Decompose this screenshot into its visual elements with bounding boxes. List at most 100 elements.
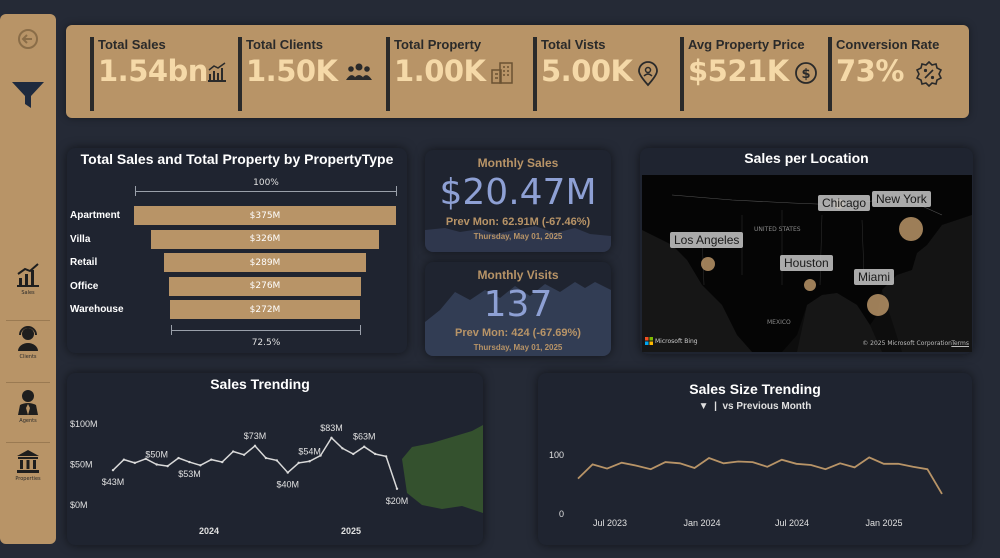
- sales-point: [144, 457, 147, 461]
- funnel-panel: Total Sales and Total Property by Proper…: [67, 148, 407, 353]
- sales-point: [122, 458, 126, 461]
- y-tick-label: $100M: [70, 419, 98, 429]
- funnel-row[interactable]: Retail $289M: [67, 253, 407, 274]
- sales-point: [155, 463, 158, 466]
- sales-point: [133, 461, 137, 465]
- nav-sales[interactable]: Sales: [0, 262, 56, 296]
- monthly-sales-date: Thursday, May 01, 2025: [473, 232, 563, 241]
- y-tick-label: 100: [549, 450, 564, 460]
- sales-point: [286, 471, 289, 474]
- kpi-value: 1.54bn: [98, 54, 208, 88]
- bubble-los-angeles[interactable]: [701, 257, 715, 271]
- sales-point: [363, 445, 366, 448]
- sales-point: [297, 461, 300, 465]
- map-title: Sales per Location: [744, 150, 869, 166]
- sales-point-label: $63M: [353, 432, 376, 442]
- funnel-bottom-pct: 72.5%: [251, 338, 281, 348]
- y-tick-label: $50M: [70, 460, 93, 470]
- funnel-category-label: Villa: [70, 233, 91, 245]
- kpi-conversion-rate: Conversion Rate 73%: [828, 37, 966, 111]
- funnel-row[interactable]: Villa $326M: [67, 229, 407, 251]
- sales-point: [177, 456, 180, 460]
- funnel-top-pct: 100%: [253, 178, 279, 188]
- x-tick-label: 2024: [199, 526, 219, 536]
- sales-point-label: $20M: [386, 496, 409, 506]
- sales-point: [221, 460, 224, 464]
- funnel-bar[interactable]: $326M: [151, 229, 379, 249]
- kpi-total-property: Total Property 1.00K: [386, 37, 530, 111]
- sales-point-label: $53M: [178, 469, 201, 479]
- nav-clients[interactable]: Clients: [0, 324, 56, 360]
- sales-point: [341, 447, 344, 450]
- sales-map[interactable]: Chicago New York Los Angeles Houston Mia…: [642, 175, 972, 352]
- kpi-value: 73%: [836, 54, 904, 88]
- monthly-visits-date: Thursday, May 01, 2025: [473, 343, 563, 352]
- filter-button[interactable]: [0, 80, 56, 110]
- nav-properties[interactable]: Properties: [0, 448, 56, 482]
- city-label-chicago: Chicago: [818, 195, 871, 211]
- city-label-houston: Houston: [780, 255, 833, 271]
- funnel-title: Total Sales and Total Property by Proper…: [80, 151, 394, 167]
- kpi-value: 1.00K: [394, 54, 486, 88]
- sales-point-label: $83M: [320, 423, 343, 433]
- bubble-houston[interactable]: [804, 279, 816, 291]
- size-line: [577, 456, 943, 495]
- nav-agents-label: Agents: [19, 418, 37, 424]
- funnel-bar[interactable]: $289M: [164, 253, 366, 272]
- bubble-miami[interactable]: [867, 294, 889, 316]
- kpi-label: Total Vists: [541, 37, 606, 52]
- chart-icon: [208, 62, 226, 82]
- funnel-category-label: Office: [70, 280, 99, 292]
- bing-credit: Microsoft Bing: [655, 337, 698, 345]
- x-tick-label: Jan 2025: [865, 518, 902, 528]
- map-country-us: UNITED STATES: [754, 226, 801, 233]
- sales-point: [384, 455, 388, 458]
- sales-point: [253, 444, 257, 448]
- sales-size-trending-panel: Sales Size Trending ▼ | vs Previous Mont…: [538, 373, 972, 545]
- y-tick-label: $0M: [70, 500, 88, 510]
- kpi-value: $521K: [688, 54, 789, 88]
- sales-point: [242, 453, 246, 456]
- monthly-visits-sparkline: [425, 282, 611, 356]
- sales-size-trending-chart: 100 0 Jul 2023 Jan 2024 Jul 2024 Jan 2025: [549, 450, 943, 528]
- nav-agents[interactable]: Agents: [0, 388, 56, 424]
- funnel-row[interactable]: Apartment $375M: [67, 206, 407, 227]
- map-country-mx: MEXICO: [767, 319, 791, 326]
- kpi-value: 5.00K: [541, 54, 633, 88]
- sidebar: Sales Clients Agents Properties: [0, 14, 56, 544]
- map-terms-link[interactable]: Terms: [951, 340, 969, 347]
- funnel-bottom-bracket: [171, 325, 361, 336]
- kpi-label: Conversion Rate: [836, 37, 940, 52]
- kpi-avg-property-price: Avg Property Price $521K $: [680, 37, 824, 111]
- back-button[interactable]: [0, 28, 56, 50]
- sales-point: [188, 460, 191, 464]
- city-label-miami: Miami: [854, 269, 894, 285]
- monthly-sales-value: $20.47M: [439, 172, 597, 213]
- sales-point: [319, 454, 322, 457]
- back-arrow-icon: [18, 29, 38, 49]
- sales-point-label: $73M: [244, 431, 267, 441]
- nav-properties-label: Properties: [15, 476, 41, 482]
- x-tick-label: Jan 2024: [683, 518, 720, 528]
- funnel-bar[interactable]: $272M: [169, 300, 360, 319]
- location-pin-icon: [638, 61, 658, 87]
- svg-text:$: $: [801, 67, 810, 82]
- sales-point: [373, 452, 377, 456]
- dollar-icon: $: [795, 62, 817, 84]
- kpi-label: Avg Property Price: [688, 37, 805, 52]
- funnel-bar[interactable]: $276M: [168, 276, 362, 296]
- city-label-los-angeles: Los Angeles: [670, 232, 744, 248]
- sales-size-subtitle: ▼ | vs Previous Month: [698, 401, 812, 412]
- funnel-row[interactable]: Office $276M: [67, 276, 407, 298]
- sales-point: [275, 459, 279, 462]
- monthly-visits-value: 137: [483, 284, 553, 325]
- funnel-category-label: Warehouse: [70, 304, 124, 315]
- bubble-new-york[interactable]: [899, 217, 923, 241]
- funnel-bar[interactable]: $375M: [134, 206, 396, 225]
- nav-sales-label: Sales: [21, 290, 35, 296]
- bar-chart-icon: [17, 263, 39, 287]
- x-tick-label: 2025: [341, 526, 361, 536]
- sales-point: [166, 464, 169, 468]
- funnel-row[interactable]: Warehouse $272M: [67, 300, 407, 321]
- sales-point-label: $43M: [102, 477, 125, 487]
